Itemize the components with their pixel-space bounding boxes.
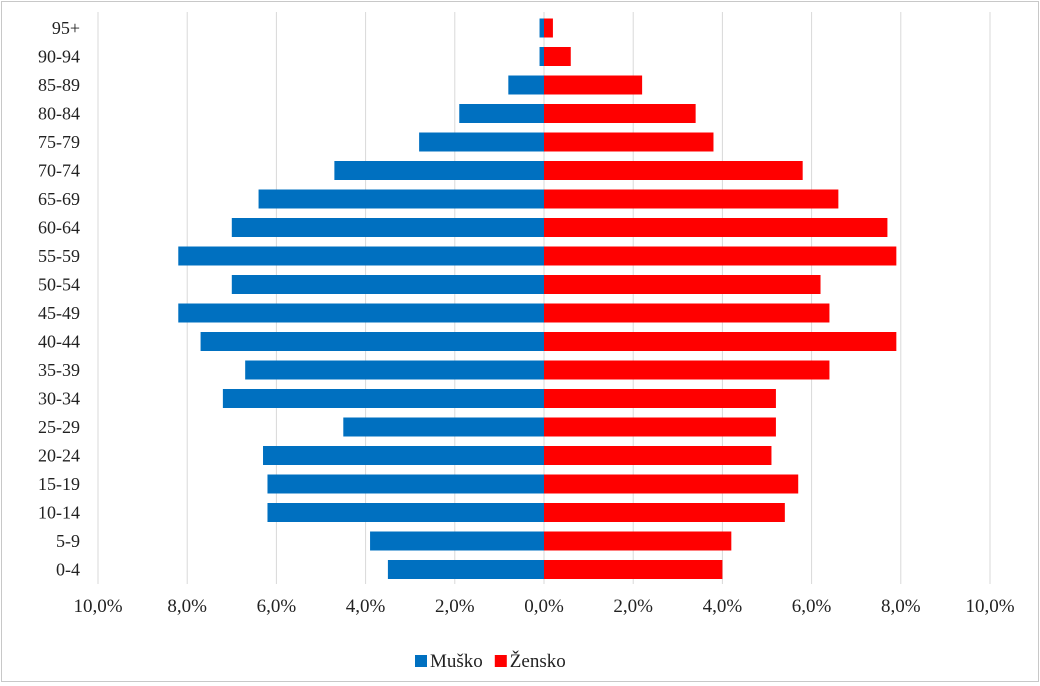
- y-tick-label: 35-39: [38, 360, 80, 380]
- bar-male: [370, 531, 544, 551]
- bar-female: [544, 531, 732, 551]
- y-tick-label: 5-9: [56, 531, 80, 551]
- y-tick-label: 10-14: [38, 503, 80, 523]
- bar-female: [544, 104, 696, 123]
- x-tick-label: 6,0%: [257, 596, 297, 617]
- bar-female: [544, 360, 830, 380]
- x-tick-label: 6,0%: [792, 596, 832, 617]
- legend-label: Muško: [430, 651, 483, 672]
- bar-male: [508, 75, 544, 95]
- y-tick-label: 95+: [52, 18, 80, 38]
- legend-swatch: [415, 655, 427, 667]
- y-tick-label: 55-59: [38, 246, 80, 266]
- x-tick-label: 8,0%: [881, 596, 921, 617]
- y-tick-label: 85-89: [38, 75, 80, 95]
- y-tick-label: 30-34: [38, 389, 80, 409]
- bar-female: [544, 474, 799, 494]
- bar-female: [544, 417, 776, 437]
- bar-female: [544, 132, 714, 152]
- bar-male: [200, 332, 544, 351]
- bar-male: [178, 246, 544, 266]
- bar-male: [343, 417, 544, 437]
- bar-male: [334, 161, 544, 180]
- bar-female: [544, 560, 723, 579]
- legend-swatch: [494, 655, 507, 667]
- bar-female: [544, 75, 643, 95]
- bar-male: [539, 18, 544, 38]
- bar-male: [267, 503, 544, 522]
- x-tick-label: 2,0%: [435, 596, 475, 617]
- y-tick-label: 75-79: [38, 132, 80, 152]
- y-tick-label: 0-4: [56, 560, 80, 580]
- y-tick-label: 20-24: [38, 446, 80, 466]
- x-tick-label: 4,0%: [346, 596, 386, 617]
- x-tick-label: 10,0%: [73, 596, 122, 617]
- bar-female: [544, 161, 803, 180]
- x-tick-label: 2,0%: [613, 596, 653, 617]
- bar-female: [544, 47, 571, 66]
- bar-female: [544, 246, 897, 266]
- bar-male: [263, 446, 544, 465]
- bar-female: [544, 189, 839, 209]
- y-tick-label: 65-69: [38, 189, 80, 209]
- bar-female: [544, 275, 821, 294]
- bar-female: [544, 389, 776, 408]
- bar-male: [231, 275, 545, 294]
- bar-male: [258, 189, 544, 209]
- y-tick-label: 90-94: [38, 47, 80, 67]
- bar-male: [231, 218, 545, 237]
- bar-male: [419, 132, 544, 152]
- bar-male: [222, 389, 544, 408]
- bar-male: [459, 104, 544, 123]
- y-tick-label: 60-64: [38, 218, 80, 238]
- y-tick-label: 40-44: [38, 332, 80, 352]
- bar-male: [245, 360, 544, 380]
- x-tick-label: 8,0%: [167, 596, 207, 617]
- bar-male: [387, 560, 544, 579]
- y-tick-label: 70-74: [38, 161, 80, 181]
- bar-female: [544, 303, 830, 323]
- bar-male: [267, 474, 544, 494]
- y-tick-label: 45-49: [38, 303, 80, 323]
- bar-female: [544, 332, 897, 351]
- bar-female: [544, 503, 785, 522]
- y-tick-label: 80-84: [38, 104, 80, 124]
- y-tick-label: 25-29: [38, 417, 80, 437]
- y-tick-label: 50-54: [38, 275, 80, 295]
- x-tick-label: 0,0%: [524, 596, 564, 617]
- legend-label: Žensko: [510, 650, 566, 672]
- y-tick-label: 15-19: [38, 474, 80, 494]
- bar-female: [544, 218, 888, 237]
- bar-male: [178, 303, 544, 323]
- bar-male: [539, 47, 544, 66]
- x-tick-label: 10,0%: [965, 596, 1014, 617]
- bar-female: [544, 446, 772, 465]
- bar-female: [544, 18, 553, 38]
- x-tick-label: 4,0%: [703, 596, 743, 617]
